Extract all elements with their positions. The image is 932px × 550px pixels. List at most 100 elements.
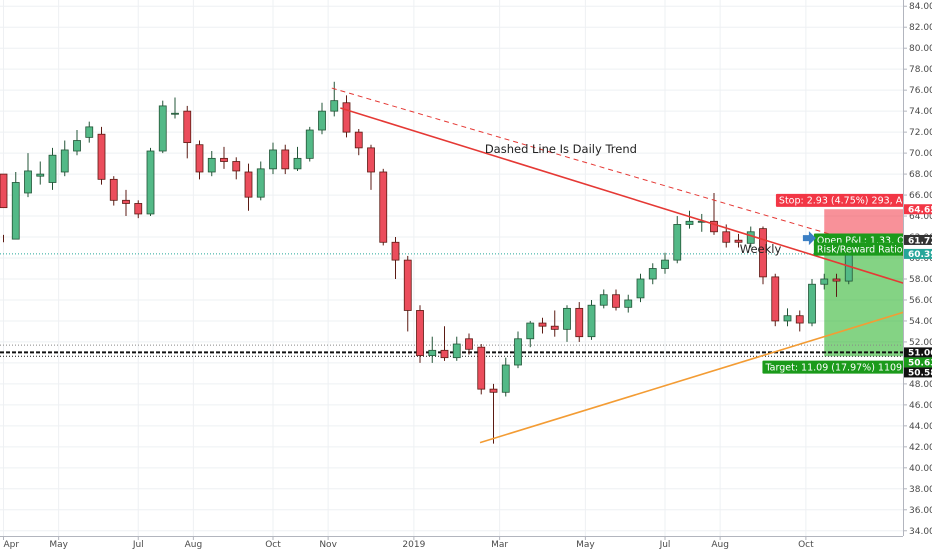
candle-body [809,284,816,323]
candle-body [551,326,558,329]
candle-body [674,224,681,260]
candle [257,162,264,201]
candle [306,127,313,162]
candle [698,214,705,232]
candle-body [453,344,460,358]
candle-body [306,130,313,158]
candle [784,308,791,326]
candle-body [12,182,19,239]
candle [404,256,411,332]
x-tick-label: Nov [319,540,337,550]
x-tick-label: Mar [491,540,508,550]
candle [147,148,154,216]
candle [86,122,93,143]
y-tick-label: 44.00 [909,422,932,432]
grid [0,0,903,536]
candle-body [110,179,117,200]
target-zone [824,240,910,356]
candle [564,305,571,342]
x-axis[interactable]: Apr May Jul Aug Oct Nov 2019 Mar May Jul Aug Oct [0,536,932,550]
price-tag-label: 50.58 [908,369,932,379]
candle [502,358,509,397]
candle-body [159,106,166,151]
candle [600,289,607,308]
candle [662,253,669,274]
candle-body [221,158,228,161]
candle [637,274,644,302]
y-tick-label: 78.00 [909,65,932,75]
x-tick-label: Aug [711,540,729,550]
candle [37,162,44,185]
x-tick-label: 2019 [402,540,425,550]
candle [490,384,497,444]
candle-body [686,221,693,224]
candle [796,310,803,331]
candle [74,130,81,155]
y-tick-label: 80.00 [909,44,932,54]
y-tick-label: 36.00 [909,506,932,516]
candle [515,331,522,368]
candle [110,176,117,205]
candle [576,302,583,342]
candle-body [37,174,44,176]
candle [539,318,546,334]
candle-body [588,305,595,336]
candle [429,337,436,363]
candle-body [319,111,326,130]
candle [809,279,816,326]
y-tick-label: 70.00 [909,149,932,159]
y-tick-label: 54.00 [909,317,932,327]
candle-body [515,339,522,365]
candle-body [613,295,620,308]
position-zones [824,209,910,356]
candles [0,82,852,444]
candle [172,98,179,119]
horizontal-lines [0,254,903,356]
y-tick-label: 52.00 [909,338,932,348]
candle [294,147,301,171]
candle-body [208,158,215,172]
candle [478,344,485,394]
candle-body [135,203,142,213]
candle [380,169,387,246]
y-tick-label: 38.00 [909,485,932,495]
candle [466,334,473,355]
candle-body [784,316,791,321]
candle-body [392,242,399,260]
y-tick-label: 84.00 [909,2,932,12]
candle [208,151,215,176]
candle [61,141,68,177]
candle [441,326,448,361]
candle [123,190,130,216]
y-tick-label: 76.00 [909,86,932,96]
x-tick-label: Apr [4,540,20,550]
candle [392,237,399,279]
y-tick-label: 72.00 [909,128,932,138]
candle-body [417,310,424,355]
candle-body [772,277,779,321]
candle-body [429,350,436,355]
candle [319,103,326,134]
candle-body [61,150,68,172]
price-tag-label: 64.65 [908,206,932,216]
candle [588,300,595,340]
candle-body [490,389,497,392]
candle-body [833,279,840,281]
candle [282,145,289,174]
candle [245,164,252,211]
candle-body [380,172,387,242]
x-tick-label: Aug [185,540,203,550]
candle [686,211,693,229]
y-tick-label: 66.00 [909,191,932,201]
candle-body [600,295,607,305]
candle-body [649,269,656,279]
y-tick-label: 34.00 [909,527,932,537]
y-axis[interactable]: 34.00 36.00 38.00 40.00 42.00 44.00 46.00 48.00… [903,0,932,550]
candle [649,263,656,284]
candle-body [147,151,154,214]
candle [613,289,620,310]
candle [331,82,338,117]
candle-body [478,347,485,389]
candle-body [539,323,546,326]
